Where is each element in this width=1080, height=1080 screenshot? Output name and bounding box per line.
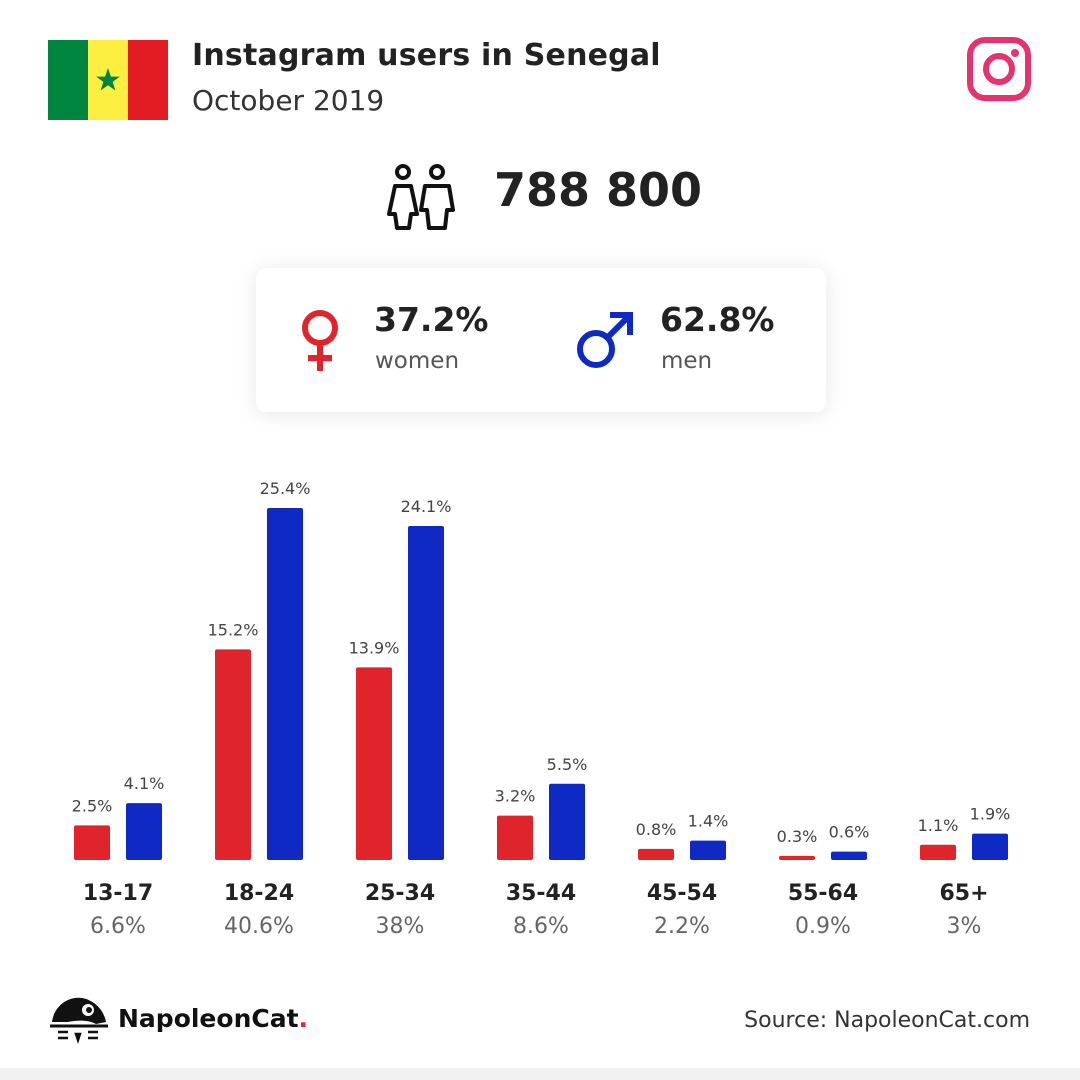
bar-value-label: 15.2% (208, 620, 259, 639)
bar-65+-series-1 (920, 844, 956, 860)
bar-value-label: 24.1% (401, 497, 452, 516)
napoleoncat-logo-icon (50, 997, 108, 1044)
bar-13-17-series-2 (126, 803, 162, 860)
bar-13-17-series-1 (74, 825, 110, 860)
bar-55-64-series-1 (779, 855, 815, 860)
brand-name: NapoleonCat. (118, 1004, 308, 1033)
bar-45-54-series-1 (638, 848, 674, 860)
bar-25-34-series-2 (408, 526, 444, 860)
age-group-total: 6.6% (90, 914, 146, 939)
age-gender-bar-chart: 2.5% 4.1% 13-17 6.6% 15.2% 25.4% 18-24 40.6% 13.… (72, 479, 1011, 939)
bar-value-label: 0.3% (777, 827, 818, 846)
bar-value-label: 4.1% (124, 774, 165, 793)
bar-value-label: 1.4% (688, 812, 729, 831)
brand-dot: . (298, 1004, 309, 1033)
age-group-label: 35-44 (506, 881, 576, 906)
bar-value-label: 1.9% (970, 805, 1011, 824)
male-icon (577, 312, 633, 368)
age-group-label: 45-54 (647, 881, 717, 906)
age-group-label: 55-64 (788, 881, 858, 906)
bar-35-44-series-1 (497, 815, 533, 860)
brand-text: NapoleonCat (118, 1004, 299, 1033)
men-label: men (661, 348, 713, 374)
female-icon (302, 310, 338, 371)
instagram-icon (967, 37, 1031, 101)
bar-65+-series-2 (972, 833, 1008, 860)
source-note: Source: NapoleonCat.com (744, 1008, 1030, 1033)
age-group-total: 0.9% (795, 914, 851, 939)
bar-value-label: 3.2% (495, 787, 536, 806)
age-group-label: 25-34 (365, 881, 435, 906)
men-percentage: 62.8% (660, 300, 775, 339)
age-group-total: 2.2% (654, 914, 710, 939)
women-percentage: 37.2% (374, 300, 489, 339)
age-group-label: 18-24 (224, 881, 294, 906)
age-group-label: 65+ (939, 881, 988, 906)
bar-value-label: 0.8% (636, 820, 677, 839)
page-subtitle: October 2019 (192, 84, 385, 117)
gender-card: 37.2% women 62.8% men (256, 268, 826, 412)
senegal-flag (48, 40, 168, 120)
page-title: Instagram users in Senegal (192, 38, 661, 73)
users-icon (387, 164, 455, 230)
bar-55-64-series-2 (831, 851, 867, 860)
bar-value-label: 2.5% (72, 796, 113, 815)
age-group-label: 13-17 (83, 881, 153, 906)
bar-18-24-series-1 (215, 649, 251, 860)
bar-value-label: 5.5% (547, 755, 588, 774)
bar-35-44-series-2 (549, 783, 585, 860)
bar-45-54-series-2 (690, 840, 726, 860)
bar-18-24-series-2 (267, 508, 303, 860)
bar-value-label: 0.6% (829, 823, 870, 842)
age-group-total: 40.6% (224, 914, 294, 939)
bar-value-label: 1.1% (918, 816, 959, 835)
age-group-total: 38% (376, 914, 425, 939)
bottom-divider (0, 1068, 1080, 1080)
age-group-total: 3% (947, 914, 982, 939)
total-users: 788 800 (494, 163, 703, 217)
women-label: women (375, 348, 460, 374)
flag-star-icon (96, 68, 120, 91)
age-group-total: 8.6% (513, 914, 569, 939)
bar-value-label: 25.4% (260, 479, 311, 498)
bar-value-label: 13.9% (349, 638, 400, 657)
bar-25-34-series-1 (356, 667, 392, 860)
